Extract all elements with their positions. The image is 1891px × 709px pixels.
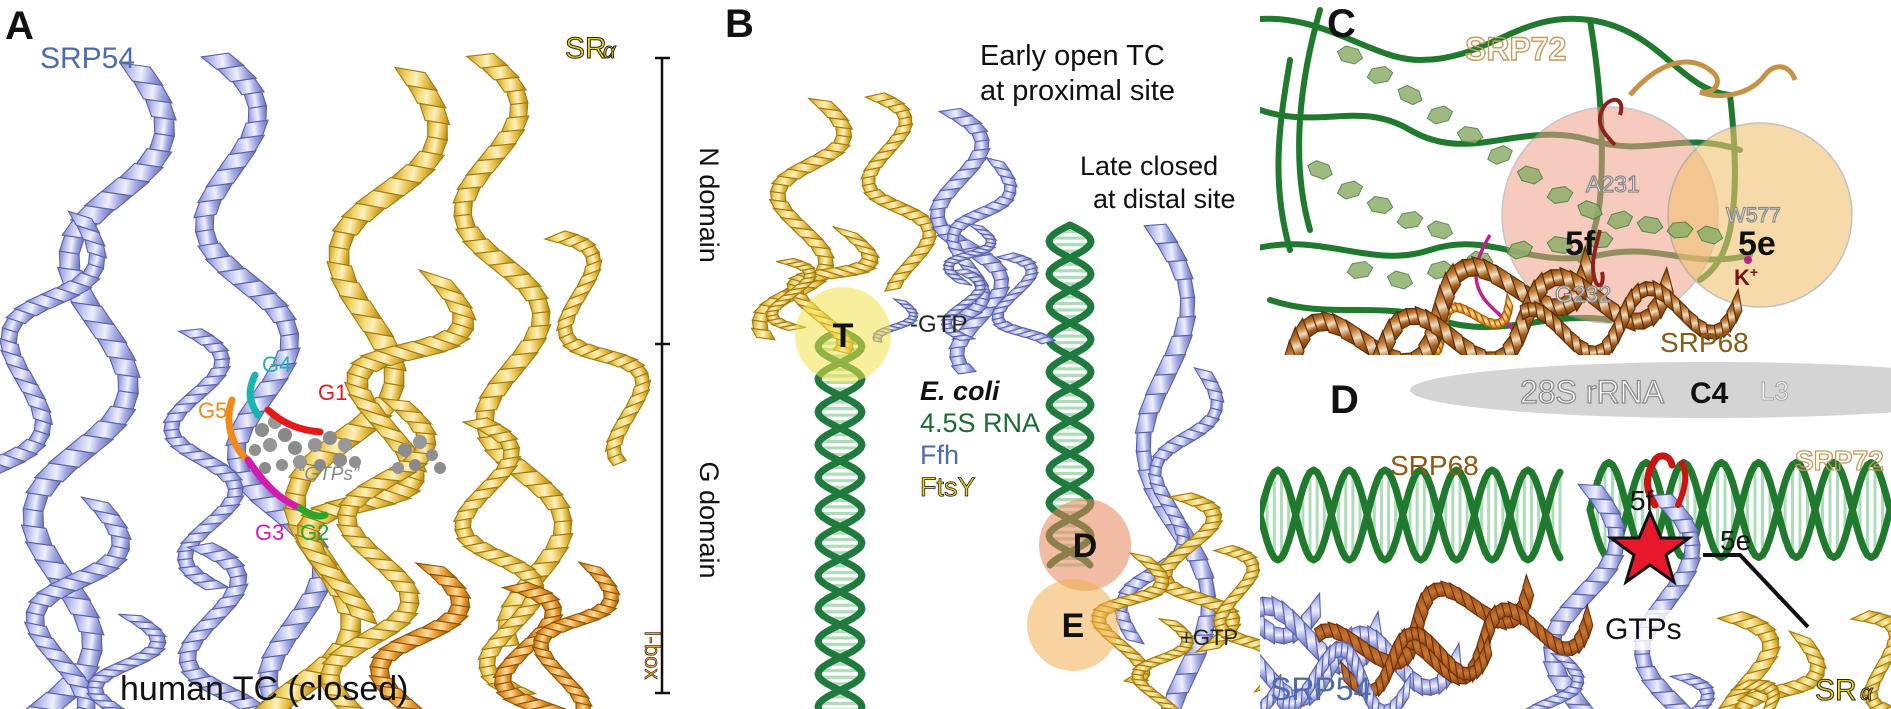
svg-text:SRP72: SRP72 — [1465, 31, 1566, 67]
svg-text:SRP54: SRP54 — [40, 42, 135, 75]
svg-text:5f: 5f — [1630, 485, 1654, 516]
svg-text:L3: L3 — [1760, 376, 1789, 406]
svg-text:C4: C4 — [1690, 377, 1729, 410]
svg-text:Ffh: Ffh — [920, 440, 959, 470]
svg-text:T: T — [833, 317, 854, 355]
svg-text:at proximal site: at proximal site — [980, 75, 1175, 107]
svg-text:5e: 5e — [1738, 225, 1776, 263]
svg-text:SR: SR — [565, 32, 607, 65]
svg-text:human TC (closed): human TC (closed) — [120, 670, 409, 708]
svg-text:E. coli: E. coli — [920, 376, 1000, 406]
svg-text:Late closed: Late closed — [1080, 151, 1218, 181]
svg-text:SRP68: SRP68 — [1660, 327, 1749, 355]
svg-text:D: D — [1073, 527, 1098, 565]
svg-text:4.5S RNA: 4.5S RNA — [920, 408, 1040, 438]
svg-text:SR: SR — [1815, 674, 1857, 707]
svg-text:GTPs: GTPs — [1605, 613, 1682, 646]
svg-text:G5: G5 — [198, 398, 227, 423]
svg-text:α: α — [603, 38, 617, 63]
svg-text:SRP72: SRP72 — [1795, 445, 1884, 476]
svg-text:G3: G3 — [255, 520, 284, 545]
svg-text:Early open TC: Early open TC — [980, 40, 1165, 72]
svg-text:FtsY: FtsY — [920, 472, 976, 502]
svg-text:α: α — [1860, 680, 1874, 705]
svg-text:+GTP: +GTP — [1180, 625, 1238, 650]
svg-text:SRP68: SRP68 — [1390, 450, 1479, 481]
svg-text:G domain: G domain — [694, 461, 724, 578]
svg-text:A231: A231 — [1586, 171, 1640, 197]
svg-text:G232: G232 — [1555, 281, 1611, 307]
svg-text:at distal site: at distal site — [1093, 184, 1236, 214]
svg-text:I-box: I-box — [640, 631, 665, 680]
svg-text:E: E — [1062, 607, 1085, 645]
svg-text:G2: G2 — [300, 520, 329, 545]
svg-text:W577: W577 — [1726, 204, 1781, 227]
svg-text:28S rRNA: 28S rRNA — [1520, 374, 1665, 410]
svg-text:N domain: N domain — [694, 147, 724, 263]
svg-text:-GTP: -GTP — [910, 311, 967, 338]
svg-text:SRP54: SRP54 — [1270, 671, 1371, 707]
svg-text:“GTPs”: “GTPs” — [298, 464, 361, 485]
svg-text:G4: G4 — [262, 352, 291, 377]
svg-text:5f: 5f — [1565, 225, 1596, 263]
svg-text:5e: 5e — [1720, 525, 1751, 556]
svg-text:G1: G1 — [318, 380, 347, 405]
